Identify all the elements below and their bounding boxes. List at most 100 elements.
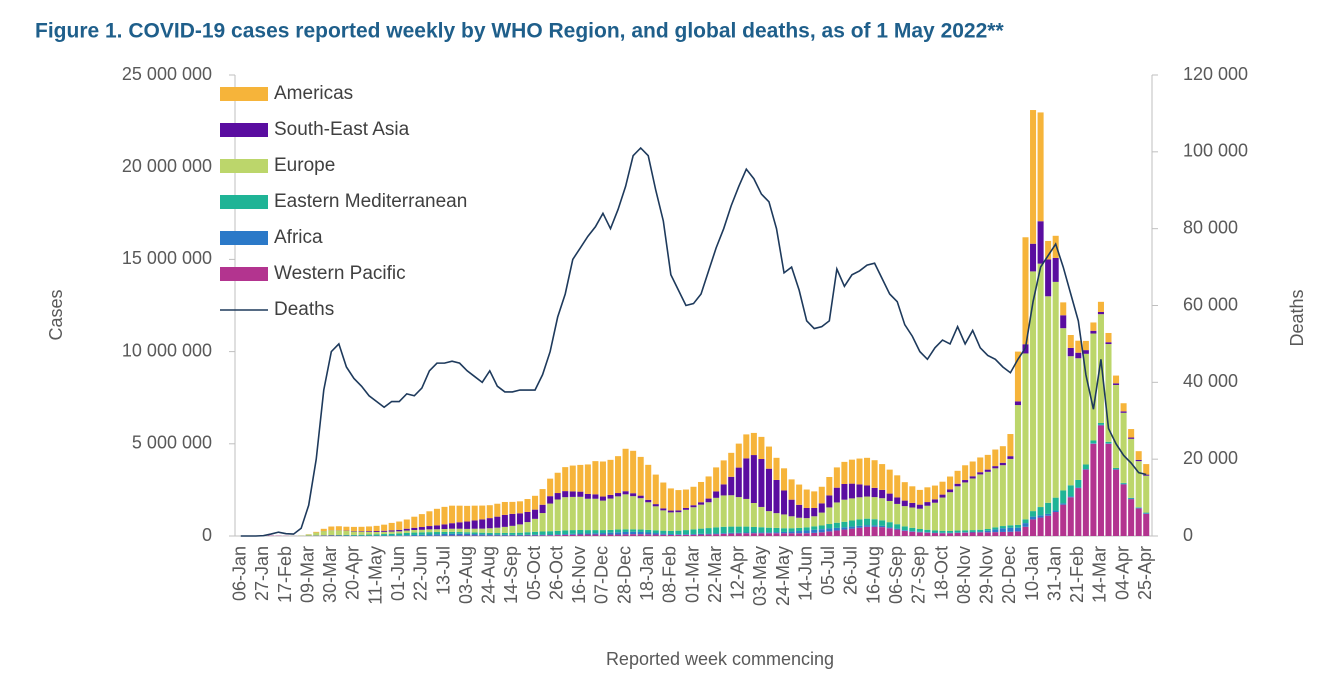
bar-segment bbox=[705, 476, 712, 499]
bar-segment bbox=[1090, 443, 1097, 444]
bar-segment bbox=[418, 534, 425, 536]
bar-segment bbox=[486, 528, 493, 533]
bar-segment bbox=[615, 456, 622, 494]
bar-segment bbox=[1090, 333, 1097, 441]
bar-segment bbox=[690, 529, 697, 534]
bar-segment bbox=[645, 499, 652, 503]
bar-segment bbox=[456, 532, 463, 534]
bar-segment bbox=[833, 522, 840, 528]
bar-segment bbox=[916, 528, 923, 532]
bar-segment bbox=[343, 530, 350, 535]
bar-segment bbox=[1014, 401, 1021, 406]
bar-segment bbox=[418, 532, 425, 535]
bar-segment bbox=[569, 465, 576, 492]
bar-segment bbox=[811, 526, 818, 530]
bar-segment bbox=[901, 530, 908, 536]
bar-segment bbox=[1113, 375, 1120, 384]
bar-segment bbox=[894, 503, 901, 525]
bar-segment bbox=[916, 489, 923, 505]
bar-segment bbox=[599, 530, 606, 534]
bar-segment bbox=[864, 525, 871, 527]
bar-segment bbox=[350, 534, 357, 536]
bar-segment bbox=[366, 534, 373, 536]
bar-segment bbox=[456, 533, 463, 536]
bar-segment bbox=[743, 434, 750, 459]
bar-segment bbox=[584, 534, 591, 536]
bar-segment bbox=[999, 462, 1006, 466]
bar-segment bbox=[667, 533, 674, 535]
bar-segment bbox=[607, 529, 614, 533]
bar-segment bbox=[1113, 383, 1120, 385]
x-tick-label: 17-Feb bbox=[275, 546, 295, 603]
bar-segment bbox=[894, 475, 901, 498]
bar-segment bbox=[562, 467, 569, 492]
bar-segment bbox=[682, 507, 689, 510]
bar-segment bbox=[773, 532, 780, 534]
bar-segment bbox=[1128, 497, 1135, 499]
bar-segment bbox=[1052, 235, 1059, 258]
bar-segment bbox=[592, 461, 599, 495]
bar-segment bbox=[886, 469, 893, 494]
bar-segment bbox=[456, 528, 463, 533]
y2-tick-label: 60 000 bbox=[1183, 294, 1238, 314]
bar-segment bbox=[645, 532, 652, 535]
x-tick-label: 14-Sep bbox=[501, 546, 521, 604]
bar-segment bbox=[1128, 498, 1135, 500]
bar-segment bbox=[366, 526, 373, 532]
y2-tick-label: 120 000 bbox=[1183, 64, 1248, 84]
bar-segment bbox=[660, 482, 667, 509]
bar-segment bbox=[954, 486, 961, 531]
bar-segment bbox=[494, 516, 501, 528]
bar-segment bbox=[1090, 440, 1097, 444]
bar-segment bbox=[947, 492, 954, 531]
bar-segment bbox=[871, 487, 878, 498]
bar-segment bbox=[464, 521, 471, 529]
bar-segment bbox=[494, 527, 501, 534]
bar-segment bbox=[713, 491, 720, 498]
bar-segment bbox=[1097, 301, 1104, 312]
x-tick-label: 20-Apr bbox=[343, 546, 363, 600]
bar-segment bbox=[1105, 443, 1112, 444]
bar-segment bbox=[441, 506, 448, 525]
bar-segment bbox=[343, 526, 350, 531]
bar-segment bbox=[403, 530, 410, 533]
bar-segment bbox=[599, 534, 606, 536]
bar-segment bbox=[705, 498, 712, 503]
bar-segment bbox=[1097, 311, 1104, 315]
bar-segment bbox=[1052, 497, 1059, 511]
bar-segment bbox=[1067, 347, 1074, 357]
x-tick-label: 22-Mar bbox=[705, 546, 725, 603]
bar-segment bbox=[524, 522, 531, 533]
bar-segment bbox=[856, 519, 863, 526]
bar-segment bbox=[660, 508, 667, 511]
bar-segment bbox=[516, 524, 523, 533]
bar-segment bbox=[856, 458, 863, 485]
x-tick-label: 08-Feb bbox=[660, 546, 680, 603]
bar-segment bbox=[569, 533, 576, 535]
bar-segment bbox=[720, 484, 727, 496]
bar-segment bbox=[577, 534, 584, 536]
bar-segment bbox=[931, 499, 938, 503]
bar-segment bbox=[894, 529, 901, 536]
bar-segment bbox=[554, 535, 561, 536]
bar-segment bbox=[1022, 519, 1029, 524]
bar-segment bbox=[411, 527, 418, 530]
bar-segment bbox=[1128, 438, 1135, 498]
x-tick-label: 27-Sep bbox=[909, 546, 929, 604]
y-tick-label: 15 000 000 bbox=[122, 248, 212, 268]
bar-segment bbox=[516, 501, 523, 514]
bar-segment bbox=[509, 525, 516, 533]
bar-segment bbox=[1113, 467, 1120, 470]
bar-segment bbox=[652, 530, 659, 534]
bar-segment bbox=[720, 533, 727, 534]
bar-segment bbox=[456, 505, 463, 523]
bar-segment bbox=[388, 531, 395, 534]
bar-segment bbox=[554, 530, 561, 535]
bar-segment bbox=[969, 478, 976, 531]
bar-segment bbox=[592, 534, 599, 536]
bar-segment bbox=[1045, 240, 1052, 260]
bar-segment bbox=[1143, 513, 1150, 514]
bar-segment bbox=[547, 496, 554, 504]
bar-segment bbox=[992, 449, 999, 467]
bar-segment bbox=[1045, 259, 1052, 297]
